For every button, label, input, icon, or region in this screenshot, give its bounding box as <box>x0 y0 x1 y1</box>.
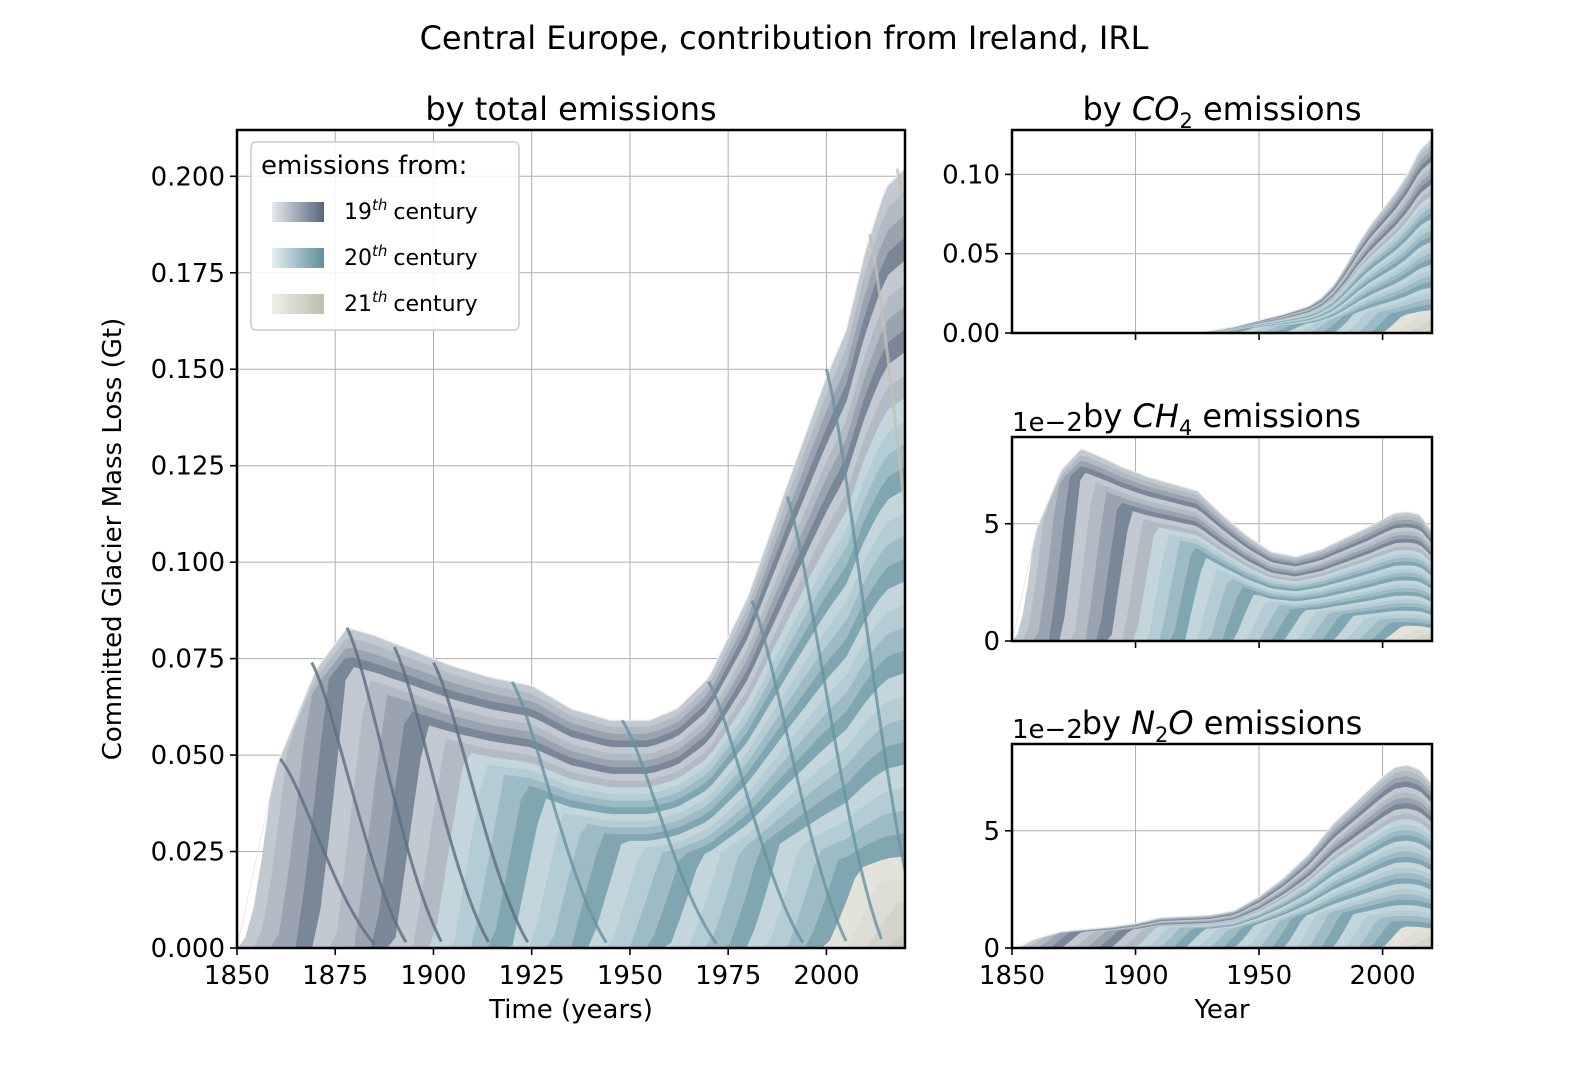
peak-ridge <box>392 646 490 943</box>
area-envelope <box>1012 447 1432 641</box>
ytick-label: 0.200 <box>151 162 225 192</box>
ytick-label: 0 <box>983 934 1000 964</box>
area-envelope <box>237 168 905 948</box>
ytick-label: 0.050 <box>151 741 225 771</box>
xtick-label: 1925 <box>499 961 565 991</box>
ytick-label: 0.150 <box>151 355 225 385</box>
peak-ridge <box>510 681 608 944</box>
total-xlabel: Time (years) <box>488 995 653 1025</box>
co2-panel-title: by CO2 emissions <box>1082 90 1361 133</box>
peak-ridge <box>279 757 376 946</box>
xtick-label: 1950 <box>597 961 663 991</box>
ytick-label: 0.175 <box>151 259 225 289</box>
total-area-layers <box>237 168 905 948</box>
peak-ridge <box>345 627 443 943</box>
ytick-label: 0.075 <box>151 645 225 675</box>
ytick-label: 0.10 <box>942 160 1000 190</box>
ytick-label: 0.000 <box>151 934 225 964</box>
area-layer <box>1012 894 1432 948</box>
peak-ridge <box>620 719 718 945</box>
n2o-area-layers <box>1012 765 1432 948</box>
area-layer <box>237 718 905 948</box>
peak-ridge <box>895 168 905 230</box>
n2o-offset-text: 1e−2 <box>1012 715 1083 745</box>
legend-label-20th-century: 20th century <box>344 242 478 271</box>
ytick-label: 0.125 <box>151 452 225 482</box>
xtick-label: 1875 <box>302 961 368 991</box>
xtick-label: 1950 <box>1226 961 1292 991</box>
ch4-panel-title: by CH4 emissions <box>1083 397 1361 440</box>
xtick-label: 1900 <box>1102 961 1168 991</box>
total-panel-title: by total emissions <box>425 90 716 128</box>
n2o-xlabel: Year <box>1193 995 1249 1025</box>
xtick-label: 2000 <box>793 961 859 991</box>
legend-swatch-20th-century <box>272 248 324 268</box>
legend: emissions from: 19th century 20th century … <box>250 141 520 331</box>
ytick-label: 0.025 <box>151 838 225 868</box>
peak-ridge <box>785 496 883 940</box>
co2-axes-frame <box>1010 128 1434 335</box>
ytick-label: 5 <box>983 817 1000 847</box>
ytick-label: 0.05 <box>942 240 1000 270</box>
xtick-label: 1975 <box>695 961 761 991</box>
total-emissions-panel: 0.000 0.025 0.050 0.075 0.100 0.125 0.150 0.175… <box>98 90 907 1025</box>
legend-label-19th-century: 19th century <box>344 196 478 225</box>
total-ylabel: Committed Glacier Mass Loss (Gt) <box>98 318 128 761</box>
peak-ridge <box>750 600 848 942</box>
legend-label-21st-century: 21th century <box>344 288 478 317</box>
legend-box <box>250 141 520 331</box>
xtick-label: 1850 <box>979 961 1045 991</box>
peak-ridge <box>432 661 530 944</box>
ytick-label: 5 <box>983 510 1000 540</box>
area-layer <box>1012 926 1432 948</box>
ch4-area-layers <box>1012 449 1432 641</box>
area-layer <box>1012 603 1432 641</box>
ch4-axes-frame <box>1010 435 1434 643</box>
xtick-label: 1900 <box>400 961 466 991</box>
co2-emissions-panel: 0.00 0.05 0.10 by CO2 emissions <box>942 90 1434 349</box>
ytick-label: 0 <box>983 627 1000 657</box>
n2o-axes-frame <box>1010 742 1434 950</box>
figure-title: Central Europe, contribution from Irelan… <box>420 19 1149 57</box>
peak-ridge <box>310 661 408 944</box>
ytick-label: 0.00 <box>942 319 1000 349</box>
peak-ridge <box>868 233 905 523</box>
area-layer <box>1012 310 1432 333</box>
co2-area-layers <box>1012 137 1432 333</box>
ytick-label: 0.100 <box>151 548 225 578</box>
legend-swatch-19th-century <box>272 202 324 222</box>
area-layer <box>237 856 905 948</box>
xtick-label: 2000 <box>1350 961 1416 991</box>
total-axes-frame <box>235 128 907 950</box>
ch4-offset-text: 1e−2 <box>1012 408 1083 438</box>
area-envelope <box>1012 764 1432 948</box>
legend-swatch-21st-century <box>272 294 324 314</box>
xtick-label: 1850 <box>204 961 270 991</box>
area-layer <box>1012 625 1432 641</box>
n2o-panel-title: by N2O emissions <box>1082 704 1363 747</box>
legend-title: emissions from: <box>261 151 467 181</box>
area-envelope <box>1012 137 1432 333</box>
peak-ridge <box>707 681 805 944</box>
